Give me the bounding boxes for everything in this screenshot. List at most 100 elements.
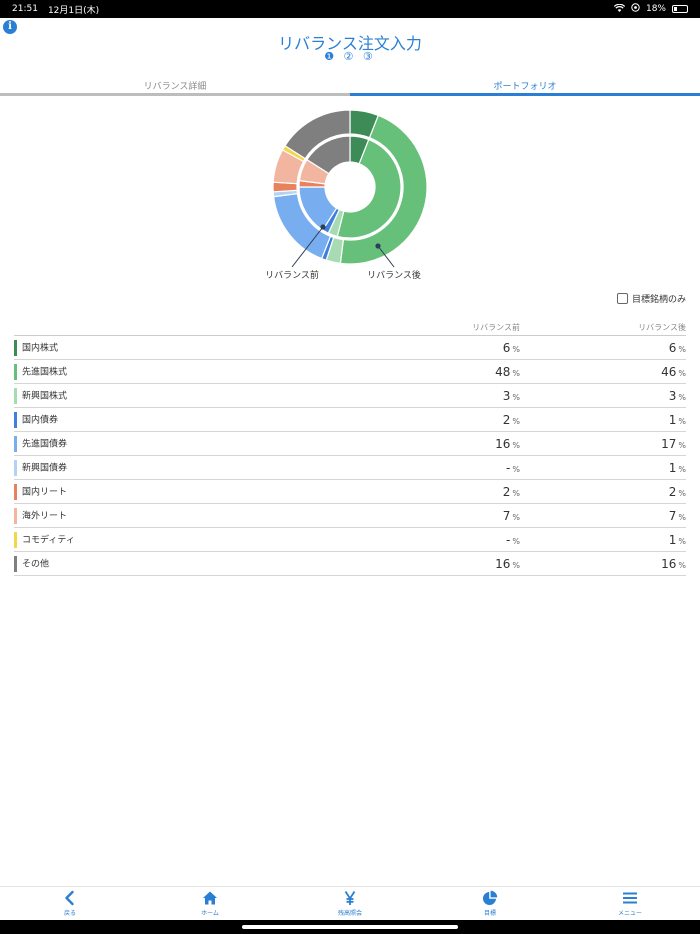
after-unit: % [678,368,686,378]
nav-home[interactable]: ホーム [140,887,280,920]
before-unit: % [512,368,520,378]
asset-color-bar [14,555,17,572]
asset-class-name: 国内債券 [14,407,314,432]
after-unit: % [678,560,686,570]
after-unit: % [678,416,686,426]
table-row: 国内リート 2% 2% [14,479,686,504]
nav-goal[interactable]: 目標 [420,887,560,920]
asset-class-name: その他 [14,551,314,576]
asset-class-label: 国内リート [22,487,68,497]
after-value: 16% [520,551,686,576]
before-value: 3% [314,383,520,408]
after-value: 1% [520,455,686,480]
asset-class-label: その他 [22,559,50,569]
asset-class-name: 海外リート [14,503,314,528]
status-date: 12月1日(木) [47,5,100,16]
asset-color-bar [14,387,17,404]
after-number: 46 [661,364,677,379]
target-only-checkbox[interactable] [616,293,628,304]
asset-class-name: 新興国債券 [14,455,314,480]
info-icon[interactable]: i [3,20,17,34]
tab-rebalance-detail[interactable]: リバランス詳細 [0,74,350,96]
chevron-left-icon [65,890,74,906]
asset-class-name: コモディティ [14,527,314,552]
asset-class-name: 先進国債券 [14,431,314,456]
table-row: 海外リート 7% 7% [14,503,686,528]
nav-back[interactable]: 戻る [0,887,140,920]
battery-icon [672,5,688,13]
after-value: 1% [520,527,686,552]
step-indicator: ❶ ② ③ [324,50,376,63]
after-number: 6 [668,340,677,355]
after-unit: % [678,392,686,402]
after-unit: % [678,344,686,354]
wifi-icon [613,3,626,15]
after-number: 2 [668,484,677,499]
portfolio-donut-chart: リバランス前 リバランス後 [265,110,428,281]
after-value: 17% [520,431,686,456]
asset-class-label: 新興国債券 [22,463,68,473]
tab-portfolio[interactable]: ポートフォリオ [350,74,700,96]
nav-menu[interactable]: メニュー [560,887,700,920]
donut-slice-outer [284,110,351,160]
donut-slice-inner [336,138,402,239]
after-number: 3 [668,388,677,403]
after-value: 6% [520,335,686,360]
before-number: 7 [502,508,511,523]
home-indicator [0,920,700,934]
inner-ring-leader-line [291,226,324,268]
after-number: 7 [668,508,677,523]
asset-class-label: 国内株式 [22,343,59,353]
allocation-table: リバランス前 リバランス後 国内株式 6% 6% 先進国株式 48% 46% 新興国株式 3%… [14,322,686,576]
table-row: 国内株式 6% 6% [14,335,686,360]
nav-menu-label: メニュー [617,910,642,917]
pie-chart-icon [483,890,498,905]
after-unit: % [678,536,686,546]
donut-slice-inner [306,135,351,175]
asset-class-name: 国内リート [14,479,314,504]
before-unit: % [512,464,520,474]
asset-color-bar [14,531,17,548]
before-value: 6% [314,335,520,360]
nav-home-label: ホーム [201,910,219,917]
asset-color-bar [14,483,17,500]
after-number: 17 [661,436,677,451]
yen-icon [344,891,356,905]
tab-bar: リバランス詳細 ポートフォリオ [0,74,700,96]
before-value: 16% [314,551,520,576]
after-unit: % [678,440,686,450]
bottom-navigation: 戻る ホーム 残高照会 目標 メニュー [0,886,700,920]
asset-class-label: 先進国債券 [22,439,68,449]
after-unit: % [678,488,686,498]
asset-class-label: 新興国株式 [22,391,68,401]
before-number: - [506,532,511,547]
asset-class-label: 海外リート [22,511,68,521]
before-number: 16 [495,436,511,451]
table-row: 先進国債券 16% 17% [14,431,686,456]
menu-icon [623,892,637,904]
before-number: 16 [495,556,511,571]
before-unit: % [512,560,520,570]
nav-balance[interactable]: 残高照会 [280,887,420,920]
after-number: 1 [668,412,677,427]
after-unit: % [678,464,686,474]
asset-class-name: 新興国株式 [14,383,314,408]
target-only-filter[interactable]: 目標銘柄のみ [616,292,686,305]
before-value: -% [314,455,520,480]
before-number: 6 [502,340,511,355]
before-unit: % [512,512,520,522]
outer-ring-label: リバランス後 [367,269,421,281]
after-value: 7% [520,503,686,528]
header-name [14,322,314,336]
header-after: リバランス後 [520,322,686,336]
before-unit: % [512,344,520,354]
before-value: 7% [314,503,520,528]
before-unit: % [512,392,520,402]
before-number: 48 [495,364,511,379]
before-unit: % [512,416,520,426]
after-value: 2% [520,479,686,504]
before-value: 2% [314,407,520,432]
before-unit: % [512,488,520,498]
table-header-row: リバランス前 リバランス後 [14,322,686,336]
asset-class-label: 国内債券 [22,415,59,425]
